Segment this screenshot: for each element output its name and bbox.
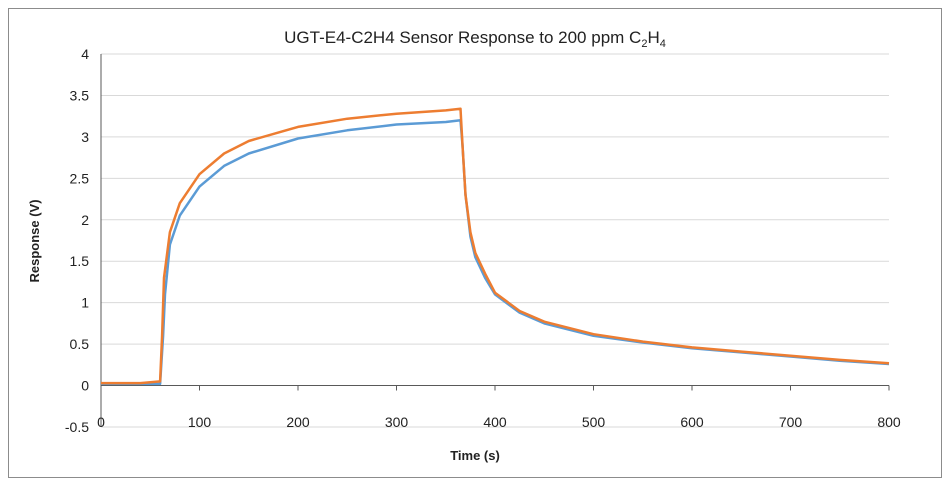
chart-title: UGT-E4-C2H4 Sensor Response to 200 ppm C… [284, 28, 666, 50]
y-tick-label: 1 [81, 295, 89, 311]
x-tick-label: 800 [877, 414, 901, 430]
grid-layer [101, 53, 889, 428]
chart-svg: UGT-E4-C2H4 Sensor Response to 200 ppm C… [27, 28, 901, 463]
label-layer: -0.5 0 0.5 1 1.5 2 2.5 3 3.5 4 0 100 200 300 400 500 600… [65, 46, 901, 435]
x-tick-label: 300 [385, 414, 409, 430]
x-tick-label: 200 [286, 414, 310, 430]
y-tick-label: 2.5 [70, 170, 90, 186]
y-axis-title: Response (V) [27, 199, 42, 282]
series-line-2 [101, 107, 890, 385]
series-layer [101, 107, 890, 386]
y-tick-label: 0 [81, 378, 89, 394]
y-tick-label: 2 [81, 212, 89, 228]
x-tick-label: 400 [483, 414, 507, 430]
y-tick-label: 3 [81, 129, 89, 145]
x-tick-label: 700 [779, 414, 803, 430]
axis-layer [100, 54, 890, 427]
chart-frame: UGT-E4-C2H4 Sensor Response to 200 ppm C… [8, 8, 942, 478]
y-tick-label: -0.5 [65, 419, 89, 435]
x-tick-label: 0 [97, 414, 105, 430]
y-tick-label: 1.5 [70, 253, 90, 269]
x-tick-label: 100 [188, 414, 212, 430]
y-tick-label: 3.5 [70, 87, 90, 103]
x-axis-title: Time (s) [450, 448, 500, 463]
y-tick-label: 0.5 [70, 336, 90, 352]
x-tick-label: 500 [582, 414, 606, 430]
x-tick-label: 600 [680, 414, 704, 430]
y-tick-label: 4 [81, 46, 89, 62]
